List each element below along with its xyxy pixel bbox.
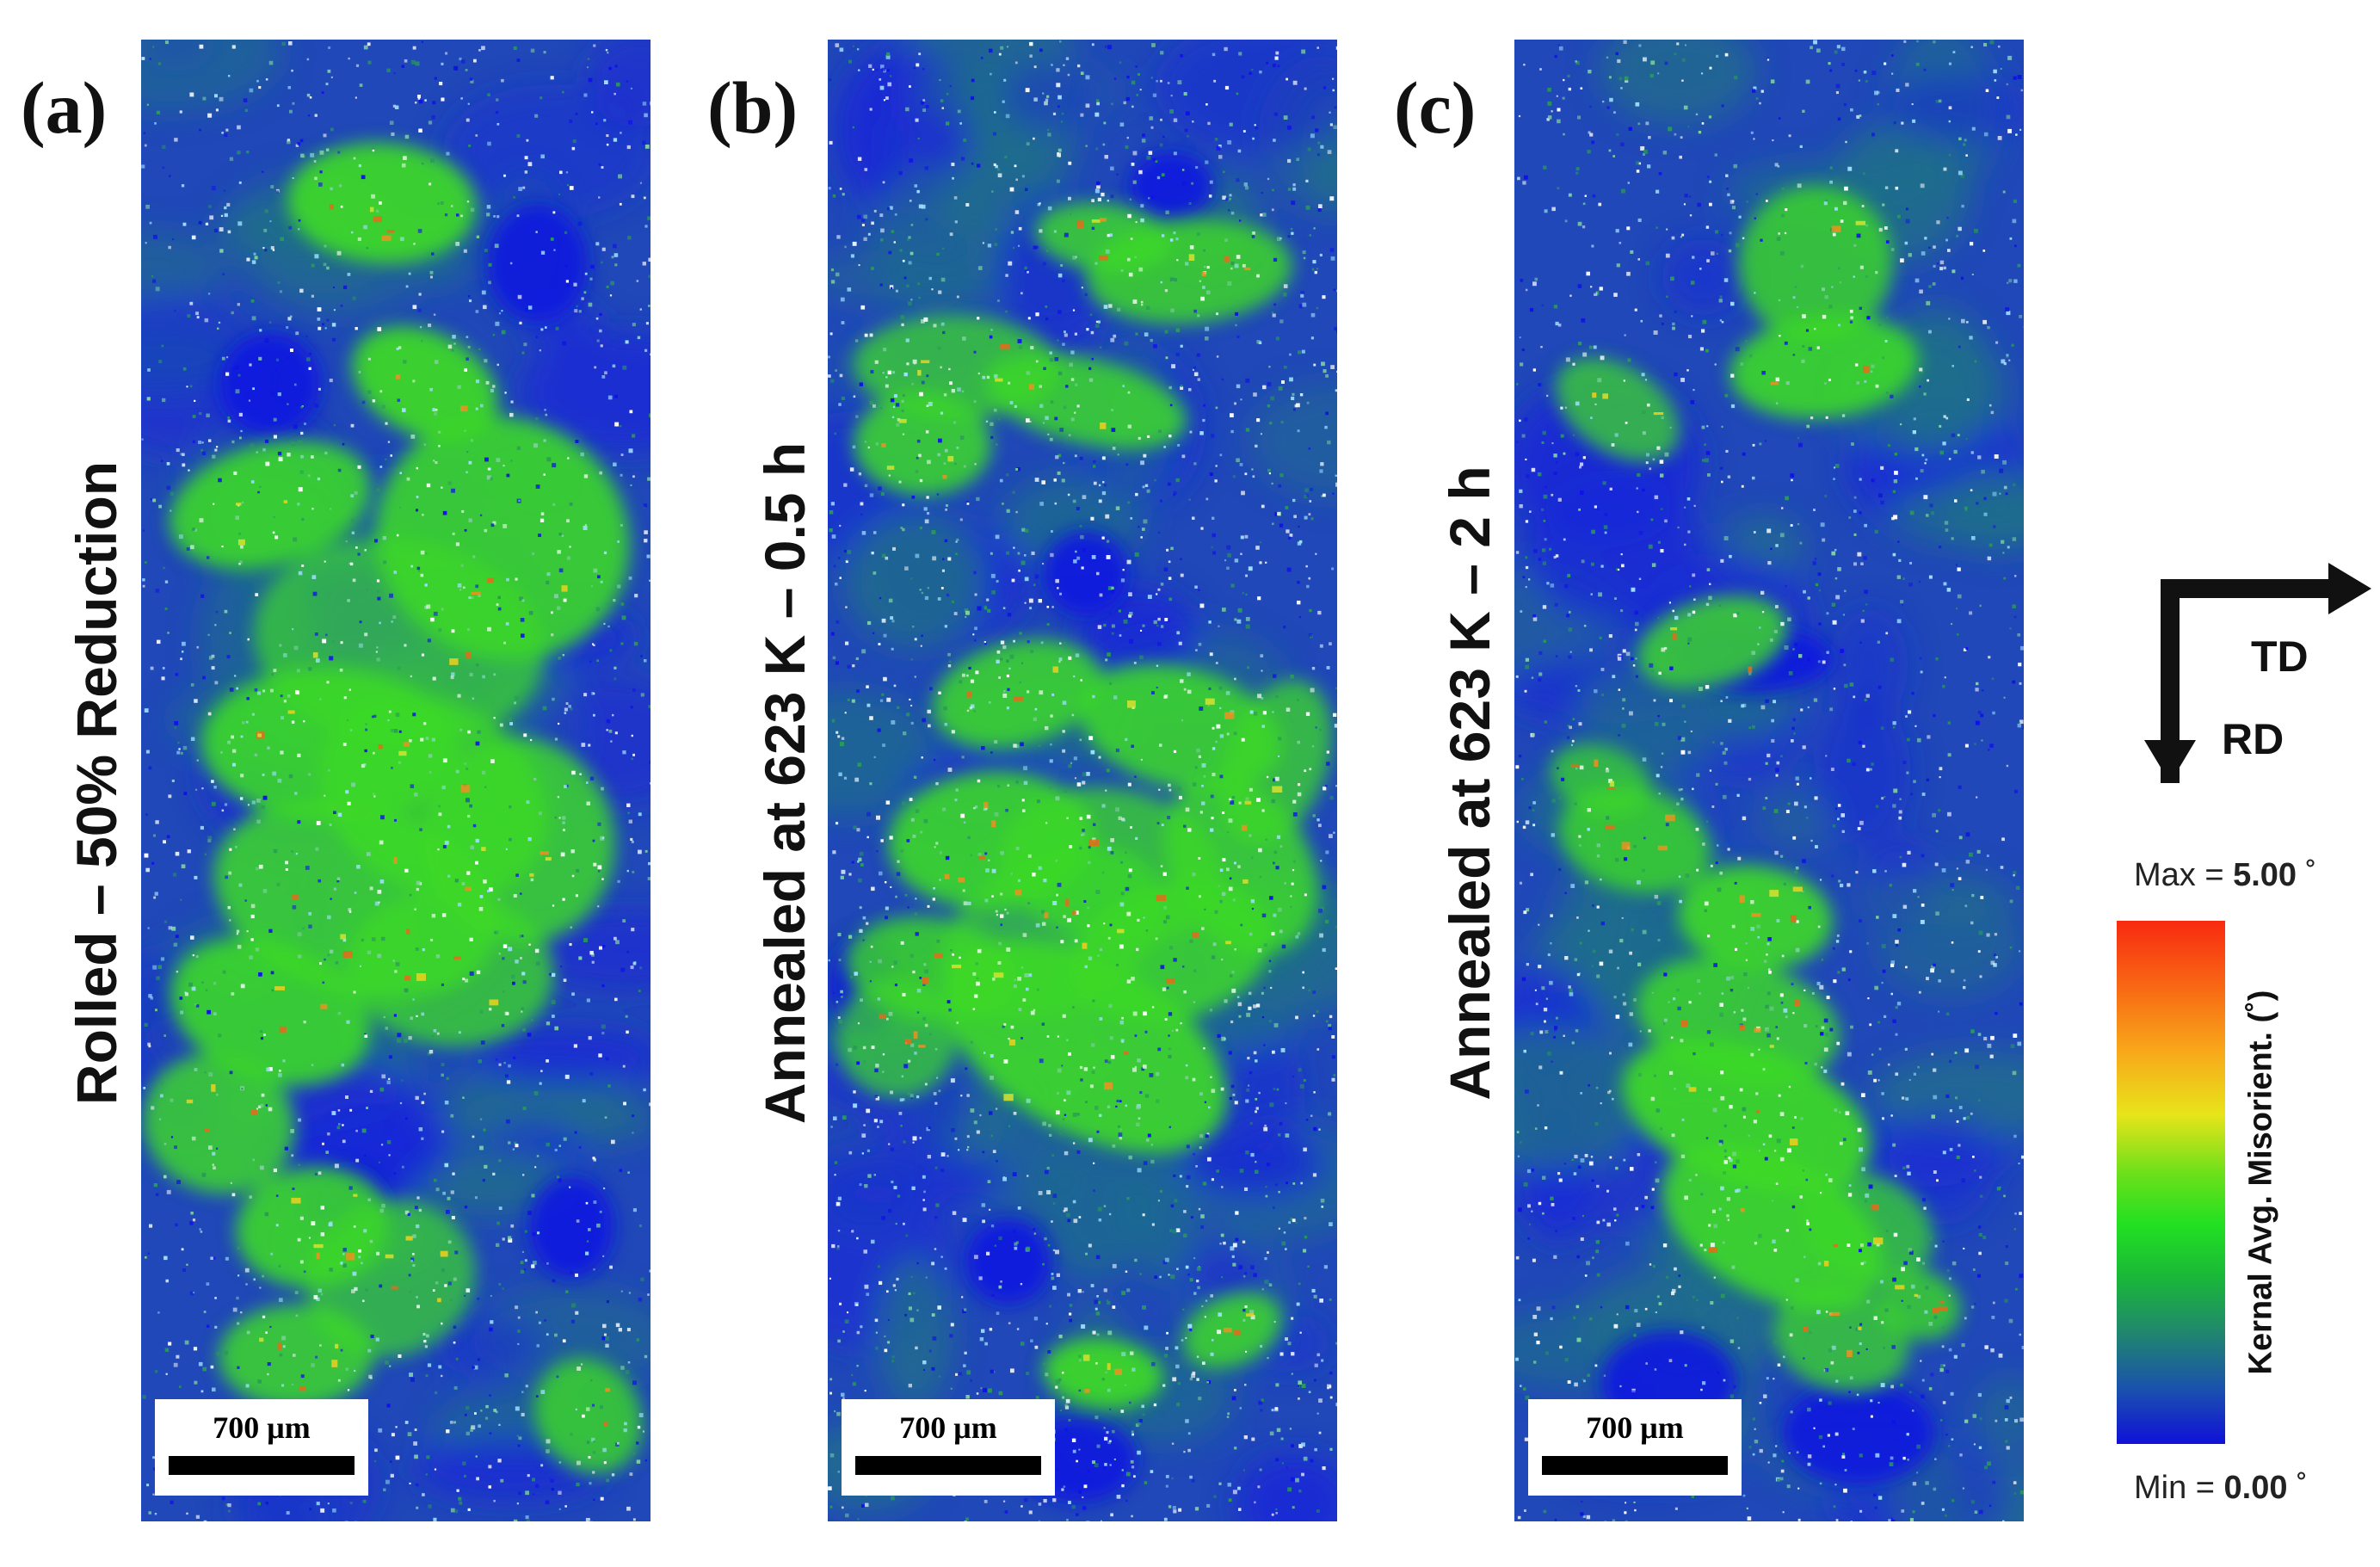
panel-b-letter: (b) (707, 66, 798, 149)
legend-max-unit: ˚ (2297, 857, 2317, 893)
legend-title-text: Kernal Avg. Misorient. (˚) (2242, 990, 2279, 1375)
legend-max-prefix: Max = (2134, 857, 2234, 893)
panel-c-letter: (c) (1394, 66, 1477, 149)
legend-min-prefix: Min = (2134, 1470, 2224, 1506)
legend-min: Min = 0.00 ˚ (2134, 1470, 2308, 1507)
panel-a-scale-bar (169, 1456, 355, 1475)
panel-c-label-text: Annealed at 623 K – 2 h (1438, 466, 1501, 1101)
panel-c-scale-bar (1542, 1456, 1728, 1475)
panel-a-letter: (a) (21, 66, 108, 149)
panel-a-scale-box: 700 μm (155, 1399, 368, 1496)
kam-texture (141, 40, 650, 1521)
legend-color-bar (2117, 921, 2225, 1444)
panel-a-label-text: Rolled – 50% Reduction (65, 460, 128, 1106)
panel-a-map: 700 μm (141, 40, 650, 1521)
panel-b-scale-text: 700 μm (899, 1410, 997, 1445)
panel-b-label-text: Annealed at 623 K – 0.5 h (753, 441, 817, 1125)
rd-label: RD (2222, 715, 2284, 763)
legend-min-unit: ˚ (2287, 1470, 2308, 1506)
direction-axes: TD RD (2125, 551, 2375, 792)
legend-min-value: 0.00 (2223, 1470, 2288, 1506)
kam-texture (828, 40, 1337, 1521)
panel-c-scale-text: 700 μm (1586, 1410, 1684, 1445)
panel-b-scale-box: 700 μm (842, 1399, 1055, 1496)
direction-arrows-icon (2144, 563, 2371, 783)
panel-b-map: 700 μm (828, 40, 1337, 1521)
legend-max: Max = 5.00 ˚ (2134, 857, 2316, 894)
kam-texture (1514, 40, 2024, 1521)
panel-c-scale-box: 700 μm (1528, 1399, 1742, 1496)
td-label: TD (2251, 632, 2309, 681)
panel-b-scale-bar (855, 1456, 1041, 1475)
legend-max-value: 5.00 (2233, 857, 2297, 893)
panel-c-map: 700 μm (1514, 40, 2024, 1521)
panel-a-scale-text: 700 μm (213, 1410, 311, 1445)
